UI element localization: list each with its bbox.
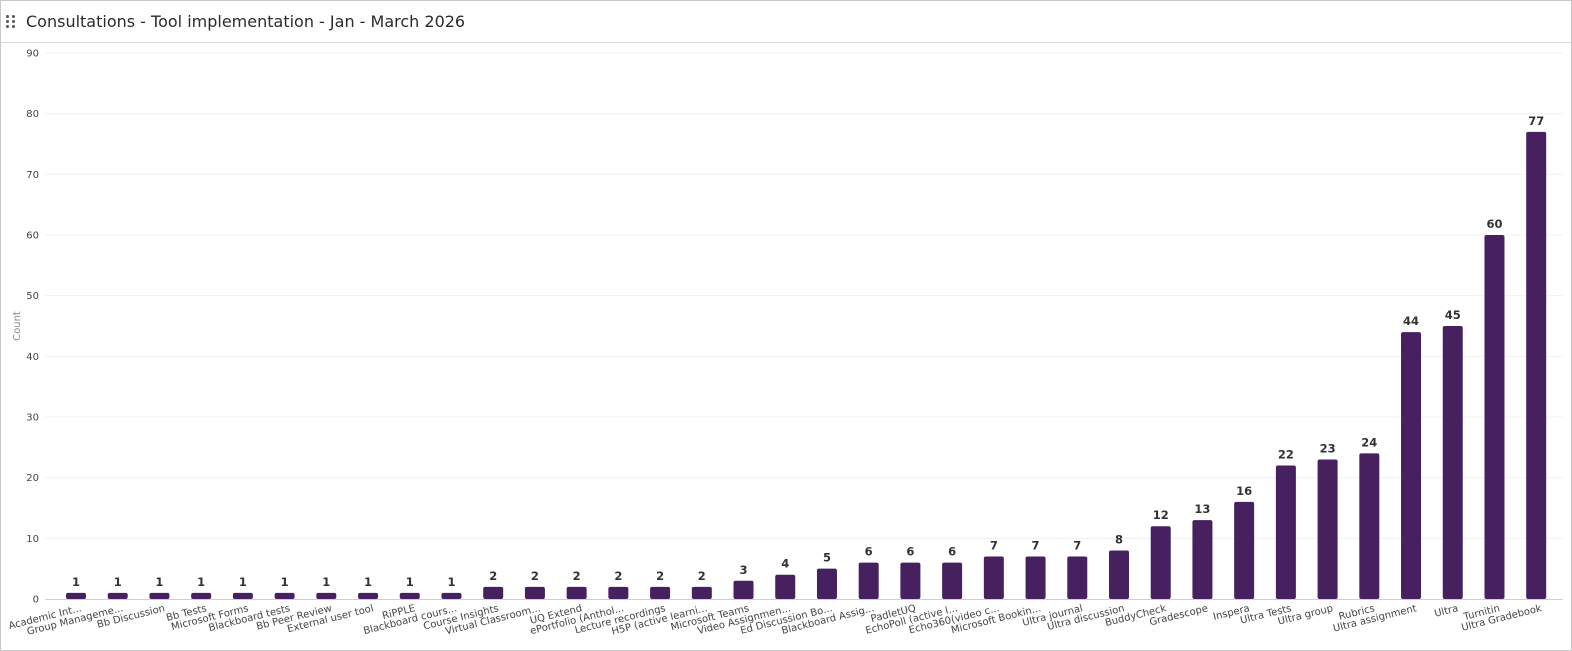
bar — [1442, 326, 1463, 599]
bar — [66, 592, 86, 599]
bar — [1192, 520, 1213, 599]
bar — [1109, 550, 1129, 599]
bar — [358, 592, 379, 599]
data-label: 1 — [364, 575, 372, 589]
bar — [1150, 526, 1171, 599]
y-tick-label: 80 — [26, 109, 39, 120]
bar — [441, 592, 462, 599]
bar — [816, 568, 837, 599]
y-tick-label: 70 — [26, 170, 39, 181]
bar — [650, 586, 671, 599]
data-label: 2 — [489, 569, 497, 583]
bar — [1275, 465, 1296, 599]
x-tick-label: Ultra — [1433, 603, 1459, 620]
bar — [1526, 131, 1547, 599]
bar — [483, 586, 504, 599]
bar — [775, 574, 796, 599]
bar — [900, 562, 921, 599]
y-tick-label: 40 — [26, 352, 39, 363]
chart-title: Consultations - Tool implementation - Ja… — [26, 12, 466, 31]
bar — [858, 562, 879, 599]
bar — [1234, 501, 1255, 599]
y-tick-label: 60 — [26, 231, 39, 242]
data-label: 24 — [1361, 435, 1377, 449]
bar — [399, 592, 420, 599]
data-label: 1 — [72, 575, 80, 589]
data-label: 1 — [281, 575, 289, 589]
bar — [566, 586, 587, 599]
data-label: 1 — [197, 575, 205, 589]
bar — [191, 592, 212, 599]
data-label: 1 — [447, 575, 455, 589]
bar — [608, 586, 629, 599]
bar — [524, 586, 545, 599]
bar — [232, 592, 253, 599]
data-label: 7 — [1032, 539, 1040, 553]
data-label: 5 — [823, 551, 831, 565]
y-tick-label: 0 — [33, 595, 39, 606]
bar — [1317, 459, 1338, 599]
data-label: 6 — [865, 545, 873, 559]
data-label: 60 — [1486, 217, 1502, 231]
bar — [149, 592, 170, 599]
data-label: 6 — [948, 545, 956, 559]
data-label: 16 — [1236, 484, 1252, 498]
y-tick-label: 30 — [26, 413, 39, 424]
data-label: 6 — [906, 545, 914, 559]
y-tick-label: 20 — [26, 473, 39, 484]
data-label: 3 — [740, 563, 748, 577]
data-label: 2 — [531, 569, 539, 583]
data-label: 2 — [573, 569, 581, 583]
data-label: 1 — [155, 575, 163, 589]
bar — [942, 562, 963, 599]
data-label: 7 — [990, 539, 998, 553]
data-label: 23 — [1320, 441, 1336, 455]
bar — [733, 580, 754, 599]
bar — [691, 586, 712, 599]
data-label: 2 — [614, 569, 622, 583]
bar — [1025, 556, 1046, 599]
data-label: 45 — [1445, 308, 1461, 322]
data-label: 8 — [1115, 532, 1123, 546]
data-label: 44 — [1403, 314, 1419, 328]
data-label: 22 — [1278, 448, 1294, 462]
bar — [107, 592, 128, 599]
data-label: 1 — [114, 575, 122, 589]
data-label: 12 — [1153, 508, 1169, 522]
bar — [1359, 453, 1380, 599]
data-label: 2 — [698, 569, 706, 583]
data-label: 13 — [1194, 502, 1210, 516]
bar — [274, 592, 295, 599]
data-label: 77 — [1528, 114, 1544, 128]
bar — [1401, 332, 1422, 599]
data-label: 1 — [322, 575, 330, 589]
y-tick-label: 50 — [26, 291, 39, 302]
y-axis-label: Count — [12, 311, 23, 341]
data-label: 7 — [1073, 539, 1081, 553]
y-tick-label: 10 — [26, 534, 39, 545]
y-tick-label: 90 — [26, 49, 39, 60]
bar — [1484, 235, 1505, 599]
panel-header: Consultations - Tool implementation - Ja… — [1, 1, 1571, 43]
data-label: 2 — [656, 569, 664, 583]
bar — [316, 592, 337, 599]
data-label: 1 — [239, 575, 247, 589]
data-label: 4 — [781, 557, 789, 571]
data-label: 1 — [406, 575, 414, 589]
bar — [1067, 556, 1088, 599]
bar — [983, 556, 1004, 599]
drag-handle-icon[interactable] — [6, 15, 18, 29]
